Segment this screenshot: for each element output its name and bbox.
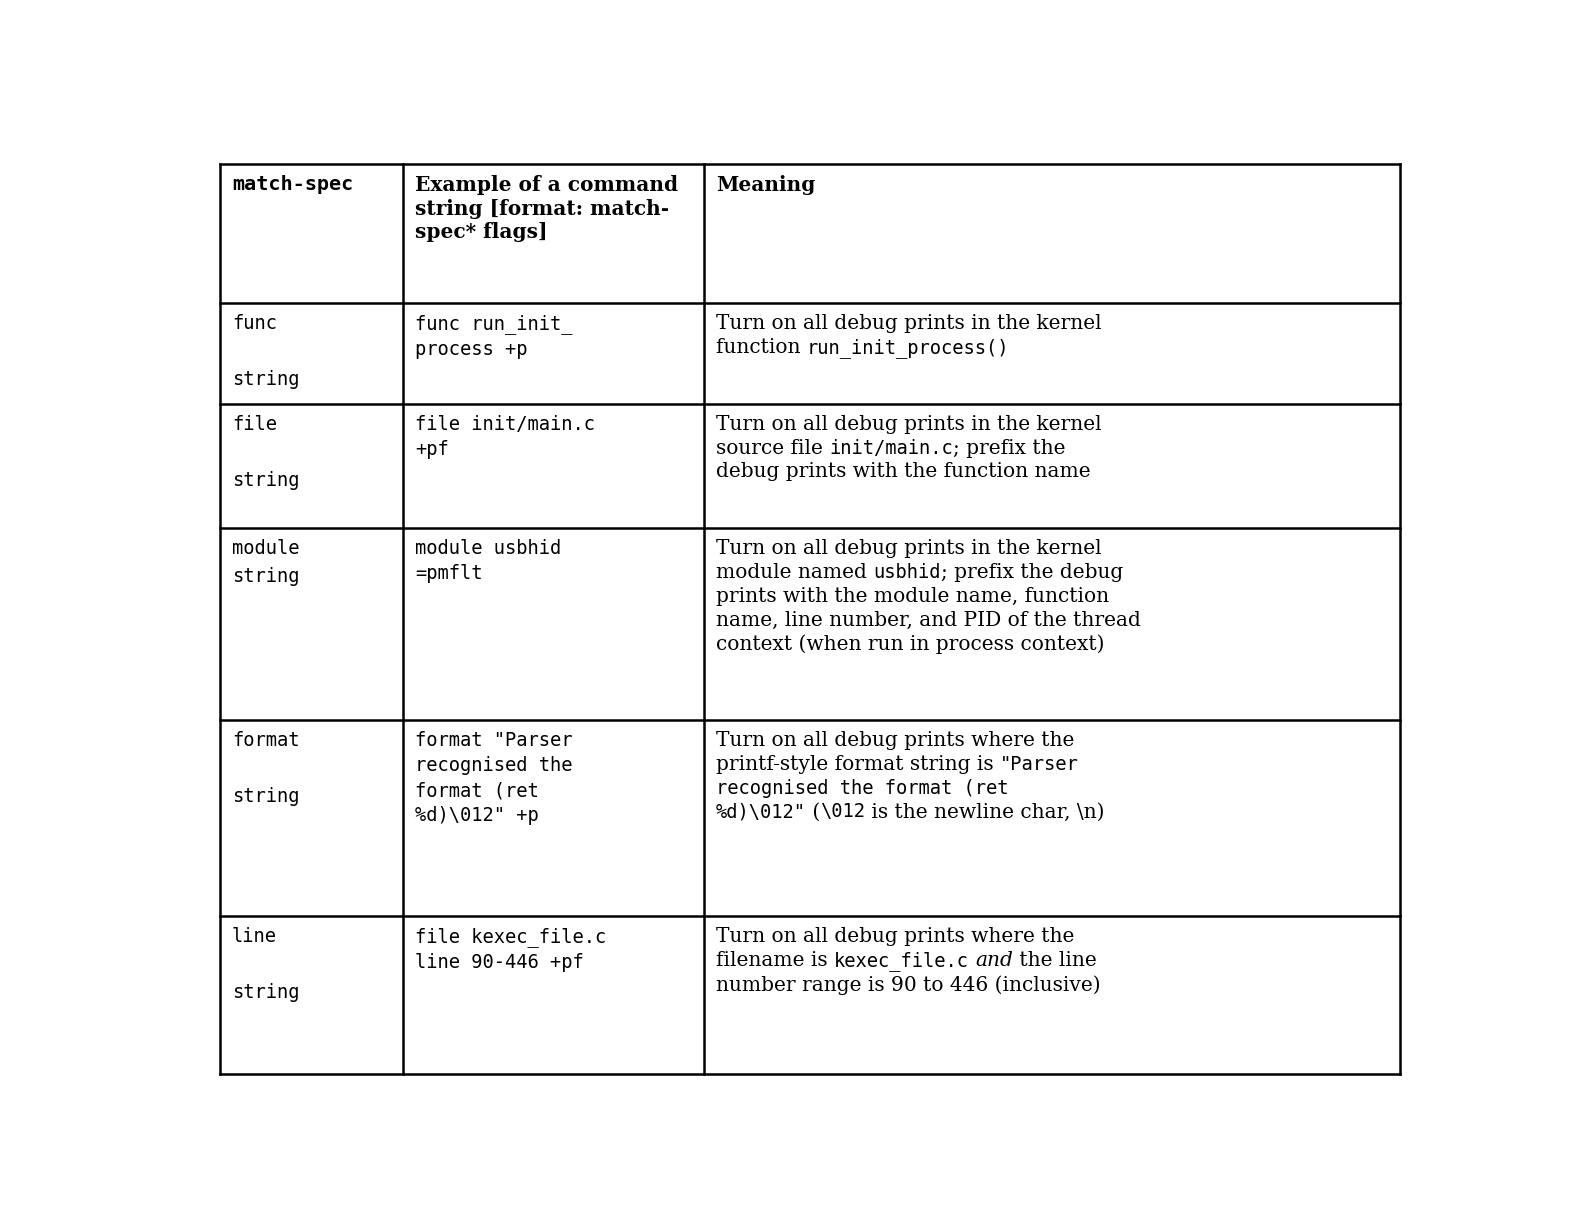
Text: module named: module named: [716, 563, 874, 582]
Text: is the newline char, \n): is the newline char, \n): [864, 802, 1104, 821]
Text: Turn on all debug prints where the: Turn on all debug prints where the: [716, 731, 1074, 750]
Text: name, line number, and PID of the thread: name, line number, and PID of the thread: [716, 611, 1141, 630]
Text: %d)\012": %d)\012": [716, 802, 806, 821]
Text: ; prefix the: ; prefix the: [953, 439, 1065, 457]
Text: and: and: [975, 951, 1013, 970]
Text: line

string: line string: [232, 927, 299, 1003]
Text: (: (: [806, 802, 820, 821]
Text: format "Parser
recognised the
format (ret
%d)\012" +p: format "Parser recognised the format (re…: [416, 731, 572, 825]
Text: the line: the line: [1013, 951, 1097, 970]
Text: run_init_process(): run_init_process(): [807, 338, 1010, 358]
Text: Turn on all debug prints in the kernel: Turn on all debug prints in the kernel: [716, 314, 1101, 333]
Text: Turn on all debug prints where the: Turn on all debug prints where the: [716, 927, 1074, 946]
Text: init/main.c: init/main.c: [830, 439, 953, 457]
Text: Turn on all debug prints in the kernel: Turn on all debug prints in the kernel: [716, 539, 1101, 559]
Text: ; prefix the debug: ; prefix the debug: [940, 563, 1123, 582]
Text: match-spec: match-spec: [232, 175, 352, 195]
Text: kexec_file.c: kexec_file.c: [834, 951, 969, 971]
Text: debug prints with the function name: debug prints with the function name: [716, 462, 1090, 482]
Text: source file: source file: [716, 439, 830, 457]
Text: Turn on all debug prints in the kernel: Turn on all debug prints in the kernel: [716, 414, 1101, 434]
Text: file

string: file string: [232, 414, 299, 490]
Text: Example of a command
string [format: match-
spec* flags]: Example of a command string [format: mat…: [416, 175, 678, 242]
Text: func

string: func string: [232, 314, 299, 390]
Text: file init/main.c
+pf: file init/main.c +pf: [416, 414, 594, 459]
Text: filename is: filename is: [716, 951, 834, 970]
Text: module
string: module string: [232, 539, 299, 586]
Text: prints with the module name, function: prints with the module name, function: [716, 587, 1109, 606]
Text: recognised the format (ret: recognised the format (ret: [716, 779, 1008, 798]
Text: "Parser: "Parser: [1000, 755, 1079, 774]
Text: printf-style format string is: printf-style format string is: [716, 755, 1000, 774]
Text: Meaning: Meaning: [716, 175, 815, 195]
Text: \012: \012: [820, 802, 864, 821]
Text: context (when run in process context): context (when run in process context): [716, 634, 1104, 655]
Text: module usbhid
=pmflt: module usbhid =pmflt: [416, 539, 561, 584]
Text: format

string: format string: [232, 731, 299, 805]
Text: func run_init_
process +p: func run_init_ process +p: [416, 314, 572, 359]
Text: file kexec_file.c
line 90-446 +pf: file kexec_file.c line 90-446 +pf: [416, 927, 607, 972]
Text: function: function: [716, 338, 807, 357]
Text: number range is 90 to 446 (inclusive): number range is 90 to 446 (inclusive): [716, 975, 1100, 994]
Text: usbhid: usbhid: [874, 563, 940, 582]
